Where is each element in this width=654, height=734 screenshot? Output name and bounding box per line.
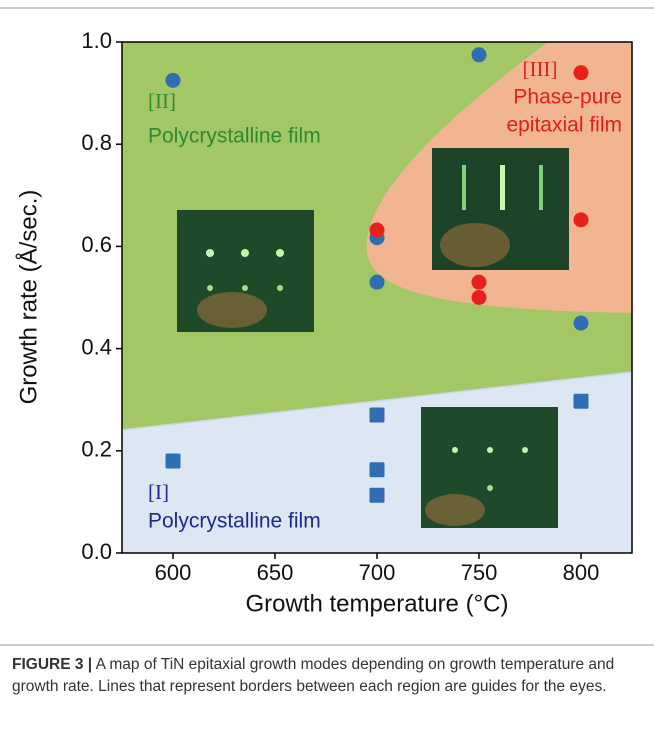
rheed-inset xyxy=(177,210,314,332)
rheed-inset xyxy=(432,148,569,270)
y-tick-label: 0.6 xyxy=(81,232,112,257)
point xyxy=(574,212,589,227)
annotation: Polycrystalline film xyxy=(148,510,321,533)
y-tick-label: 0.8 xyxy=(81,130,112,155)
annotation: Phase-pure xyxy=(513,86,622,109)
rheed-inset xyxy=(421,407,558,528)
point xyxy=(166,73,181,88)
point xyxy=(370,275,385,290)
point xyxy=(574,394,589,409)
point xyxy=(472,290,487,305)
annotation: [III] xyxy=(523,57,558,81)
point xyxy=(472,47,487,62)
point xyxy=(370,223,385,238)
annotation: [I] xyxy=(148,480,169,504)
x-tick-label: 800 xyxy=(563,560,600,585)
caption: FIGURE 3 | A map of TiN epitaxial growth… xyxy=(12,654,632,698)
chart: [II] Polycrystalline film [III] Phase-pu… xyxy=(0,0,654,650)
y-tick-label: 1.0 xyxy=(81,28,112,53)
y-axis-label: Growth rate (Å/sec.) xyxy=(14,190,42,405)
point xyxy=(370,488,385,503)
point xyxy=(370,408,385,423)
y-tick-label: 0.2 xyxy=(81,437,112,462)
x-tick-label: 650 xyxy=(257,560,294,585)
x-tick-label: 600 xyxy=(155,560,192,585)
x-axis-label: Growth temperature (°C) xyxy=(245,590,508,617)
point xyxy=(472,275,487,290)
annotation: [II] xyxy=(148,89,176,113)
caption-text: A map of TiN epitaxial growth modes depe… xyxy=(12,656,614,695)
annotation: epitaxial film xyxy=(506,114,622,137)
point xyxy=(574,316,589,331)
point xyxy=(574,65,589,80)
annotation: Polycrystalline film xyxy=(148,125,321,148)
caption-label: FIGURE 3 | xyxy=(12,656,92,673)
x-tick-label: 750 xyxy=(461,560,498,585)
x-tick-label: 700 xyxy=(359,560,396,585)
point xyxy=(370,462,385,477)
point xyxy=(166,454,181,469)
y-tick-label: 0.4 xyxy=(81,334,112,359)
page: {"chart_data": {"type": "scatter", "x_la… xyxy=(0,0,654,734)
y-tick-label: 0.0 xyxy=(81,539,112,564)
